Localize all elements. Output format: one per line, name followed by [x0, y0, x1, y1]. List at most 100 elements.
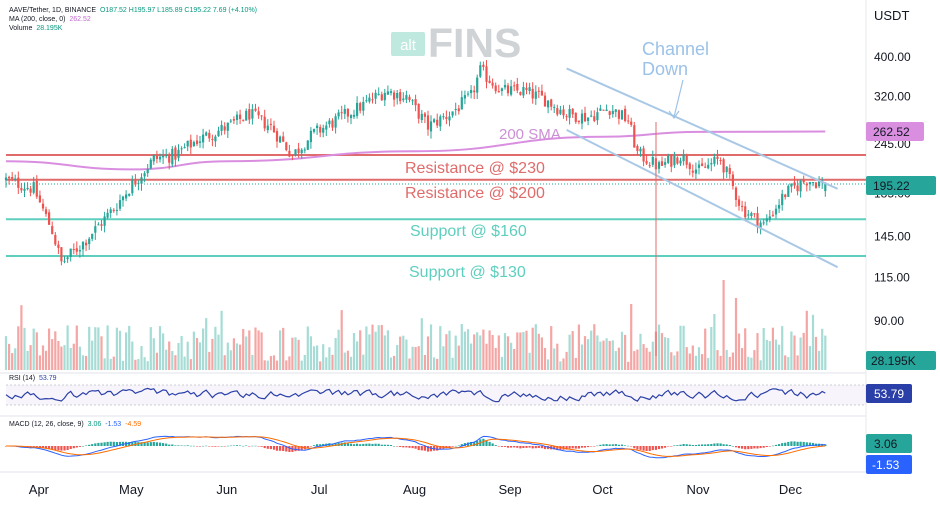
- volume-bar: [559, 361, 562, 370]
- volume-bar: [183, 356, 186, 370]
- volume-bar: [232, 338, 235, 370]
- candle-body: [41, 203, 45, 209]
- candle-body: [257, 111, 260, 116]
- macd-histogram-bar: [620, 444, 624, 446]
- candle-body: [189, 139, 192, 148]
- candle-body: [537, 90, 540, 92]
- macd-histogram-bar: [753, 446, 756, 449]
- candle-body: [506, 85, 510, 94]
- candle-body: [639, 148, 642, 152]
- candle-body: [494, 85, 497, 92]
- volume-bar: [115, 327, 118, 370]
- candle-body: [377, 93, 380, 95]
- price-tick-label: 115.00: [874, 271, 910, 285]
- volume-bar: [269, 356, 272, 370]
- candle-body: [818, 181, 821, 187]
- candle-body: [217, 130, 220, 137]
- volume-bar: [814, 336, 818, 370]
- macd-histogram-bar: [614, 444, 617, 446]
- volume-bar: [497, 335, 500, 370]
- candle-body: [614, 109, 617, 112]
- svg-text:-1.53: -1.53: [872, 458, 900, 472]
- macd-histogram-bar: [106, 441, 109, 446]
- candle-body: [20, 188, 23, 191]
- currency-label: USDT: [874, 8, 909, 23]
- candle-body: [44, 209, 48, 214]
- candle-body: [722, 159, 725, 173]
- macd-histogram-bar: [411, 446, 414, 449]
- candle-body: [707, 164, 710, 169]
- macd-histogram-bar: [371, 443, 374, 446]
- candle-body: [198, 141, 202, 143]
- volume-bar: [319, 361, 322, 370]
- volume-bar: [57, 341, 60, 370]
- candle-body: [91, 233, 94, 239]
- rsi-legend[interactable]: RSI (14) 53.79: [9, 374, 57, 383]
- macd-histogram-bar: [297, 446, 300, 451]
- macd-histogram-bar: [162, 443, 165, 446]
- macd-histogram-bar: [235, 445, 239, 446]
- volume-bar: [436, 358, 439, 370]
- macd-histogram-bar: [728, 445, 731, 446]
- price-tick-label: 145.00: [874, 230, 911, 244]
- volume-bar: [491, 335, 494, 370]
- ma-legend[interactable]: MA (200, close, 0) 262.52: [9, 15, 91, 24]
- candle-body: [4, 177, 8, 181]
- candle-body: [294, 149, 297, 156]
- macd-histogram-bar: [510, 446, 513, 448]
- macd-histogram-bar: [593, 446, 596, 447]
- macd-legend[interactable]: MACD (12, 26, close, 9) 3.06 -1.53 -4.59: [9, 420, 141, 429]
- macd-histogram-bar: [152, 441, 155, 446]
- candle-body: [605, 109, 608, 111]
- volume-bar: [211, 338, 214, 370]
- macd-histogram-bar: [722, 444, 725, 446]
- macd-histogram-bar: [645, 446, 648, 451]
- macd-histogram-bar: [737, 446, 741, 449]
- macd-histogram-bar: [525, 446, 528, 448]
- macd-histogram-bar: [414, 446, 417, 449]
- volume-bar: [651, 341, 654, 370]
- candle-body: [316, 125, 319, 128]
- volume-bar: [94, 327, 97, 370]
- candle-body: [670, 154, 673, 167]
- macd-histogram-bar: [697, 444, 701, 446]
- macd-histogram-bar: [506, 446, 510, 448]
- macd-histogram-bar: [380, 444, 383, 446]
- candle-body: [473, 90, 476, 93]
- candle-body: [229, 120, 232, 122]
- macd-histogram-bar: [103, 442, 106, 446]
- candle-body: [713, 156, 716, 164]
- candle-body: [454, 109, 457, 110]
- candle-body: [476, 77, 479, 93]
- macd-histogram-bar: [229, 445, 232, 447]
- macd-histogram-bar: [331, 443, 334, 446]
- macd-histogram-bar: [778, 444, 781, 446]
- volume-legend[interactable]: Volume 28.195K: [9, 24, 62, 33]
- macd-histogram-bar: [399, 446, 402, 447]
- symbol-legend[interactable]: AAVE/Tether, 1D, BINANCE O187.52 H195.97…: [9, 6, 257, 15]
- volume-bar: [72, 343, 75, 370]
- candle-body: [26, 187, 29, 190]
- volume-bar: [802, 332, 805, 370]
- volume-bar: [821, 328, 824, 370]
- candle-body: [796, 185, 799, 192]
- macd-histogram-bar: [605, 444, 608, 446]
- ohlc-values: O187.52 H195.97 L185.89 C195.22 7.69 (+4…: [99, 7, 258, 14]
- candle-body: [466, 93, 470, 95]
- volume-bar: [359, 330, 362, 370]
- macd-histogram-bar: [790, 441, 793, 446]
- volume-bar: [377, 325, 380, 370]
- macd-histogram-bar: [389, 445, 393, 446]
- macd-histogram-bar: [66, 446, 69, 450]
- macd-histogram-bar: [568, 446, 571, 449]
- volume-bar: [657, 324, 661, 370]
- candle-body: [177, 149, 180, 158]
- volume-bar: [525, 330, 528, 370]
- candle-body: [306, 140, 309, 150]
- volume-bar: [565, 351, 568, 370]
- candle-body: [149, 159, 152, 169]
- candle-body: [254, 108, 257, 111]
- volume-bar: [796, 355, 799, 370]
- candle-body: [365, 100, 368, 102]
